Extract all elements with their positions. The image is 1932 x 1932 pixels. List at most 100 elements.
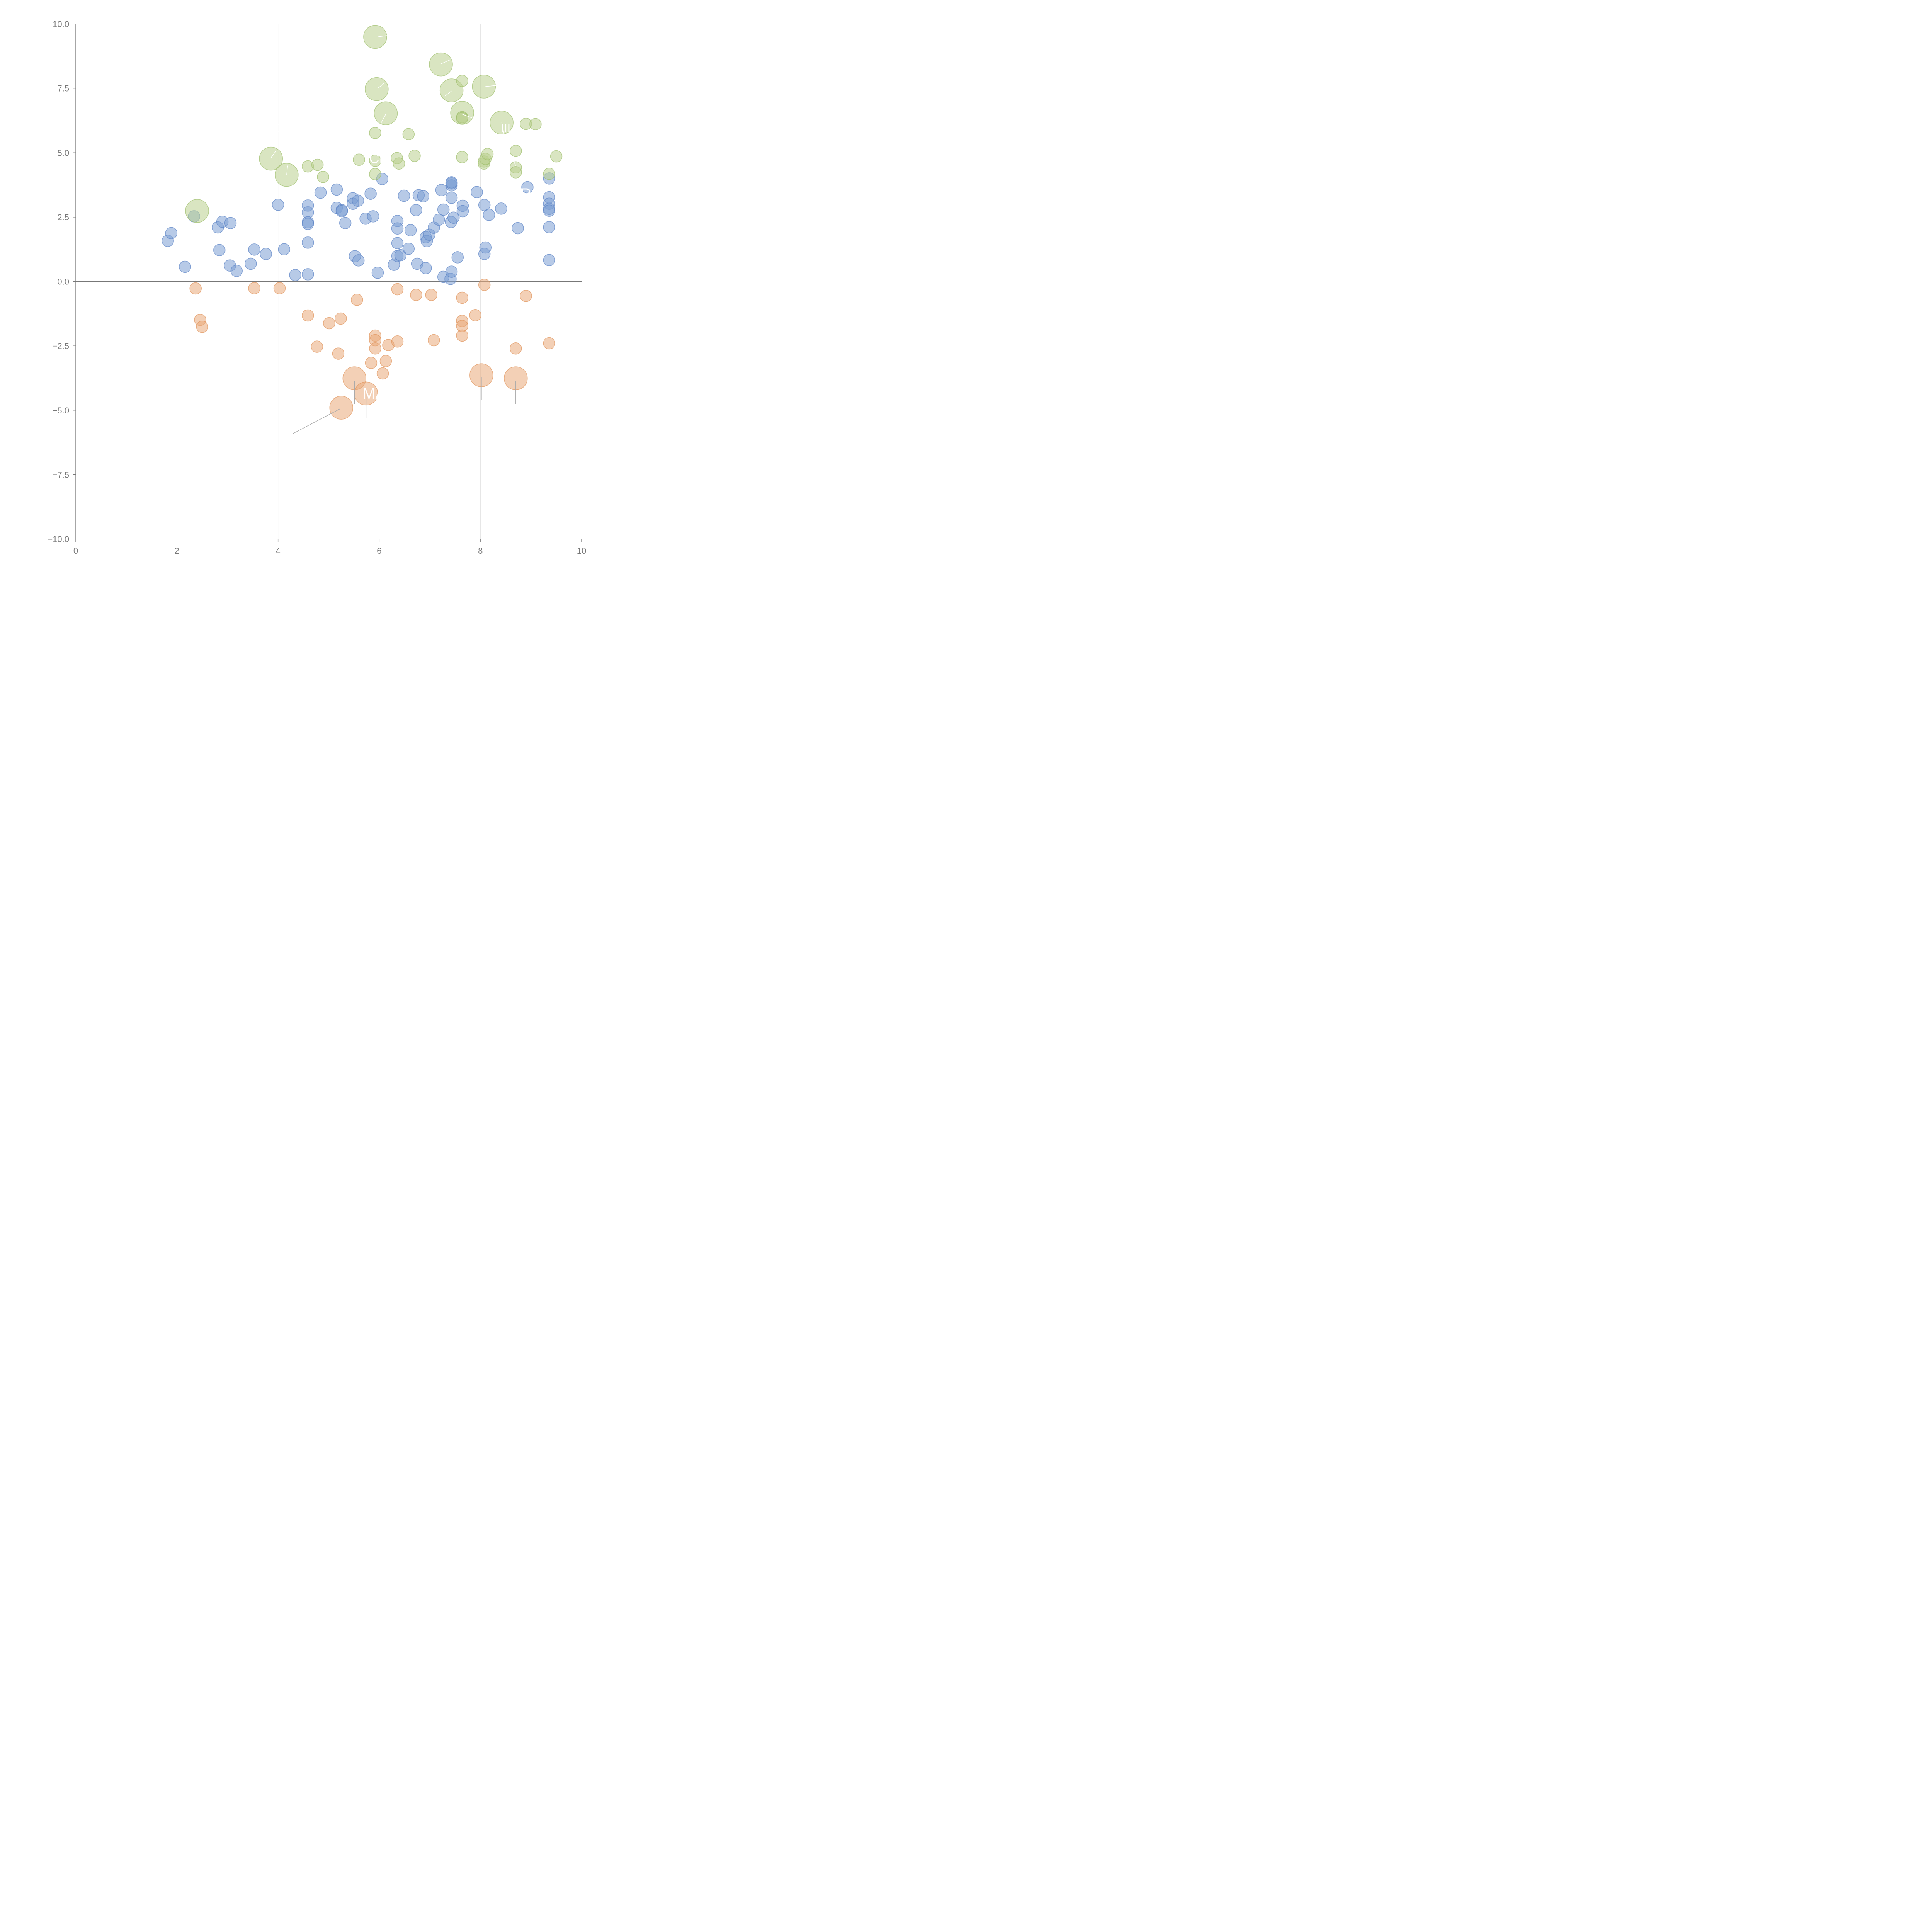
negative-data-point [311,340,323,353]
leader-line [378,83,384,89]
high-data-point [393,157,405,170]
high-data-point [369,168,381,180]
point-label: III [501,122,510,135]
high-data-point [185,199,209,223]
leader-line [378,35,387,37]
leader-line [445,90,452,97]
positive-data-point [495,202,507,215]
leader-line [293,408,340,434]
point-label: E [272,122,279,135]
positive-data-point [179,260,191,273]
negative-data-point [469,309,481,321]
high-data-point [311,158,324,171]
leader-line [501,122,506,143]
y-tick-label: 2.5 [57,213,69,222]
high-data-point [550,150,563,163]
x-tick-label: 10 [577,546,586,556]
negative-data-point [248,282,260,294]
y-tick-label: 5.0 [57,148,69,158]
positive-data-point [479,241,492,254]
high-data-point [429,52,453,77]
y-tick-label: 7.5 [57,84,69,94]
point-label: MA [362,385,386,402]
positive-data-point [445,265,458,278]
negative-data-point [189,282,202,295]
positive-data-point [272,199,284,211]
positive-data-point [437,203,450,216]
positive-data-point [435,184,448,196]
leader-lines [270,35,516,434]
positive-data-point [248,243,260,256]
positive-data-point [367,210,379,223]
negative-data-point [329,396,353,420]
positive-data-point [451,251,464,264]
positive-data-point [339,217,352,229]
x-tick-label: 8 [478,546,483,556]
negative-data-point [376,367,389,380]
positive-data-point [445,192,458,204]
positive-data-point [512,222,524,235]
positive-data-point [471,186,483,198]
high-data-point [456,151,468,163]
leader-line [505,145,516,166]
positive-data-point [314,186,327,199]
high-data-point [259,146,283,171]
point-label: AS R [495,185,531,202]
x-tick-label: 6 [377,546,381,556]
positive-data-point [165,227,178,239]
high-data-point [363,25,387,49]
positive-data-point [302,236,314,249]
positive-data-point [410,204,422,216]
negative-data-point [410,289,422,301]
high-data-point [369,127,381,139]
high-data-point [353,153,365,166]
x-tick-label: 0 [73,546,78,556]
positive-data-point [445,176,458,189]
positive-data-point [398,189,410,202]
negative-data-point [478,279,491,291]
y-tick-label: −7.5 [53,470,69,480]
high-data-point [369,155,381,167]
negative-data-point [391,283,404,296]
y-tick-label: −2.5 [53,341,69,351]
negative-data-point [351,294,363,306]
scatter-chart: 0 2 4 6 8 10 10.0 7.5 5.0 2.5 0.0 −2.5 −5.0 −7.5 −10.0… [48,19,586,556]
negative-data-point [510,342,522,355]
negative-data-point [520,290,532,302]
positive-data-point [391,237,404,249]
negative-data-point [428,334,440,347]
positive-data-point [213,244,226,256]
positive-data-point [417,190,430,202]
positive-data-point [302,218,314,230]
high-data-point [510,145,522,157]
leader-line [270,151,276,158]
leader-line [377,114,386,130]
point-label: I [476,34,479,47]
negative-data-point [365,357,378,369]
positive-data-point [364,187,377,200]
positive-data-point [330,183,343,196]
negative-data-point [456,329,468,342]
positive-data-point [456,205,469,218]
positive-data-point [483,209,495,221]
y-tick-label: 10.0 [53,19,69,29]
x-tick-label: 2 [175,546,179,556]
y-tick-label: −10.0 [48,534,69,544]
positive-data-point [447,211,460,224]
point-label: I [378,58,381,70]
high-data-point [472,75,496,99]
high-data-point [317,171,329,183]
negative-data-point [196,321,208,333]
positive-data-point [352,194,364,207]
negative-data-point [335,312,347,325]
high-data-point [456,75,468,87]
positive-data-point [352,254,365,267]
data-points [162,25,563,420]
leader-line [286,165,288,175]
positive-data-point [245,257,257,270]
high-data-point [510,166,522,179]
negative-data-point [273,282,286,294]
negative-data-point [391,335,404,348]
positive-data-point [543,221,555,233]
